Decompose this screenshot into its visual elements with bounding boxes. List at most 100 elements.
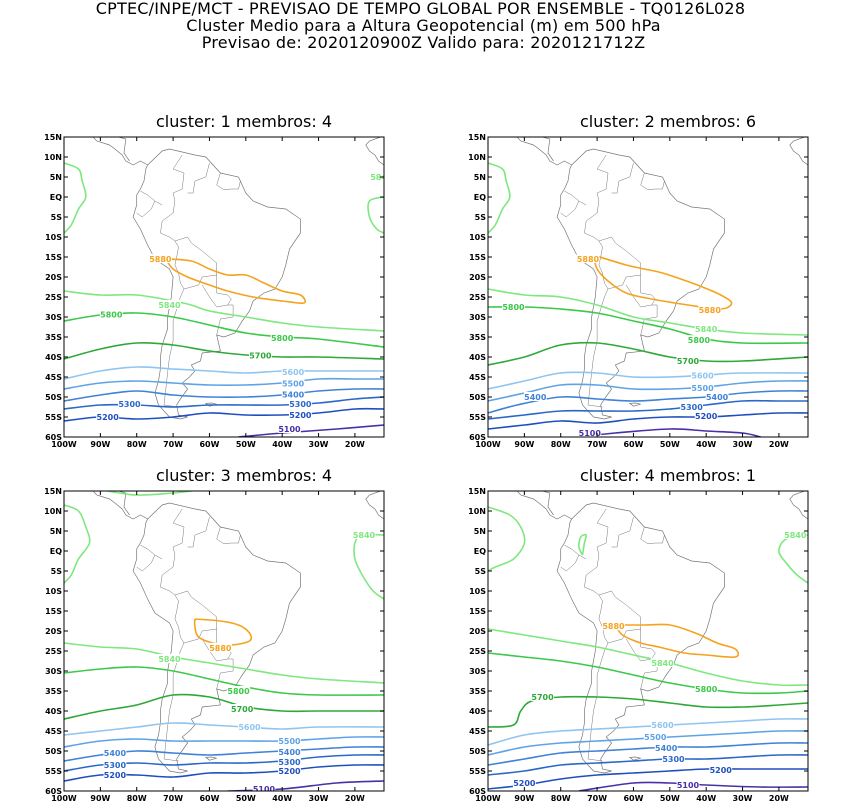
y-tick-label: 15N bbox=[468, 133, 486, 142]
country-border bbox=[163, 650, 181, 762]
central-america-caribbean-coast bbox=[118, 137, 130, 162]
y-tick-label: 50S bbox=[45, 393, 62, 402]
contour-label-bg bbox=[281, 378, 305, 388]
y-tick-label: 30S bbox=[45, 313, 62, 322]
south-america-coastline bbox=[556, 148, 725, 420]
central-america-coastline bbox=[92, 137, 148, 166]
country-border bbox=[201, 275, 232, 308]
country-border bbox=[174, 594, 185, 652]
panel-cluster-1: cluster: 1 membros: 4 5100 5200 5200 5300 53… bbox=[44, 113, 444, 449]
y-tick-label: 25S bbox=[469, 293, 486, 302]
contour-label: 5700 bbox=[249, 351, 272, 360]
contour-line-5880 bbox=[592, 254, 733, 310]
contour-label: 5400 bbox=[278, 748, 301, 757]
y-tick-label: 45S bbox=[469, 373, 486, 382]
contour-label: 5880 bbox=[209, 644, 232, 653]
contour-line-5840 bbox=[367, 196, 384, 234]
x-tick-label: 90W bbox=[514, 794, 534, 803]
contour-label: 5200 bbox=[695, 412, 718, 421]
contour-line-5880 bbox=[165, 258, 307, 305]
contour-line-5300 bbox=[488, 754, 808, 776]
contour-line-5840 bbox=[488, 162, 511, 234]
contour-line-5600 bbox=[64, 366, 384, 380]
y-tick-label: 20S bbox=[45, 273, 62, 282]
contour-label: 5600 bbox=[282, 368, 305, 377]
y-tick-label: 40S bbox=[469, 707, 486, 716]
y-tick-label: 60S bbox=[45, 433, 62, 442]
contour-label: 5880 bbox=[577, 255, 600, 264]
country-border bbox=[172, 154, 185, 214]
falkland-islands bbox=[628, 756, 641, 761]
y-tick-label: 15S bbox=[45, 607, 62, 616]
country-border bbox=[584, 212, 600, 242]
y-tick-label: 40S bbox=[45, 707, 62, 716]
central-america-coastline bbox=[92, 491, 148, 520]
contour-label: 5200 bbox=[513, 779, 536, 788]
contour-line-5100 bbox=[227, 780, 384, 791]
contour-label-bg bbox=[694, 324, 718, 333]
contour-label-bg bbox=[148, 254, 172, 263]
contour-label-bg bbox=[158, 300, 181, 309]
x-tick-label: 100W bbox=[51, 440, 77, 449]
country-border bbox=[187, 162, 210, 194]
contour-label: 5880 bbox=[699, 306, 722, 315]
x-tick-label: 80W bbox=[551, 440, 571, 449]
contour-label-bg bbox=[694, 411, 718, 421]
plot-frame bbox=[487, 136, 809, 438]
figure-header: CPTEC/INPE/MCT - PREVISAO DE TEMPO GLOBA… bbox=[0, 0, 847, 51]
contour-label-bg bbox=[523, 392, 547, 401]
x-tick-label: 70W bbox=[587, 794, 607, 803]
panel-title: cluster: 2 membros: 6 bbox=[579, 112, 757, 131]
y-tick-label: 10S bbox=[45, 587, 62, 596]
contour-label: 5100 bbox=[677, 781, 700, 790]
y-tick-label: 5S bbox=[475, 567, 487, 576]
contour-label: 5200 bbox=[97, 413, 120, 422]
y-tick-label: 40S bbox=[45, 353, 62, 362]
y-tick-label: 45S bbox=[45, 373, 62, 382]
country-border bbox=[640, 304, 658, 336]
y-tick-label: 55S bbox=[469, 413, 486, 422]
country-border bbox=[564, 190, 587, 206]
contour-label: 5600 bbox=[691, 371, 714, 380]
contour-label: 5840 bbox=[353, 531, 376, 540]
contour-label-bg bbox=[512, 778, 536, 787]
contour-label: 5400 bbox=[655, 744, 678, 753]
x-tick-label: 40W bbox=[272, 440, 292, 449]
contour-label-bg bbox=[651, 658, 674, 667]
country-border bbox=[640, 526, 665, 545]
central-america-caribbean-coast bbox=[118, 491, 130, 516]
contour-label: 5700 bbox=[231, 705, 254, 714]
contour-line-5800 bbox=[488, 652, 808, 695]
contour-label-bg bbox=[96, 412, 120, 421]
contour-label: 5100 bbox=[253, 785, 276, 794]
contour-label-bg bbox=[709, 764, 733, 774]
plot-area: 5100 5200 5200 5300 5400 5500 5600 5700 5800 5840… bbox=[488, 491, 808, 791]
x-tick-label: 70W bbox=[163, 794, 183, 803]
central-america-coastline bbox=[516, 137, 572, 166]
x-tick-label: 30W bbox=[733, 440, 753, 449]
contour-label: 5800 bbox=[695, 685, 718, 694]
x-tick-label: 50W bbox=[236, 440, 256, 449]
contour-line-5840 bbox=[488, 506, 526, 572]
x-tick-label: 30W bbox=[309, 440, 329, 449]
contour-label: 5700 bbox=[531, 693, 554, 702]
south-america-coastline bbox=[132, 148, 301, 420]
contour-label-bg bbox=[578, 428, 602, 437]
country-border bbox=[163, 296, 181, 408]
contour-line-5840 bbox=[107, 491, 192, 496]
contour-line-5200 bbox=[488, 412, 808, 430]
country-border bbox=[160, 566, 176, 596]
contour-label: 5500 bbox=[644, 733, 667, 742]
y-tick-label: 50S bbox=[469, 747, 486, 756]
contour-label: 5400 bbox=[706, 393, 729, 402]
y-tick-label: 10S bbox=[45, 233, 62, 242]
contour-label-bg bbox=[103, 770, 127, 779]
central-america-coastline bbox=[516, 491, 572, 520]
contour-label: 5800 bbox=[271, 334, 294, 343]
panel-title: cluster: 4 membros: 1 bbox=[579, 466, 757, 485]
contour-label-bg bbox=[230, 704, 254, 713]
contour-line-5500 bbox=[488, 380, 808, 402]
